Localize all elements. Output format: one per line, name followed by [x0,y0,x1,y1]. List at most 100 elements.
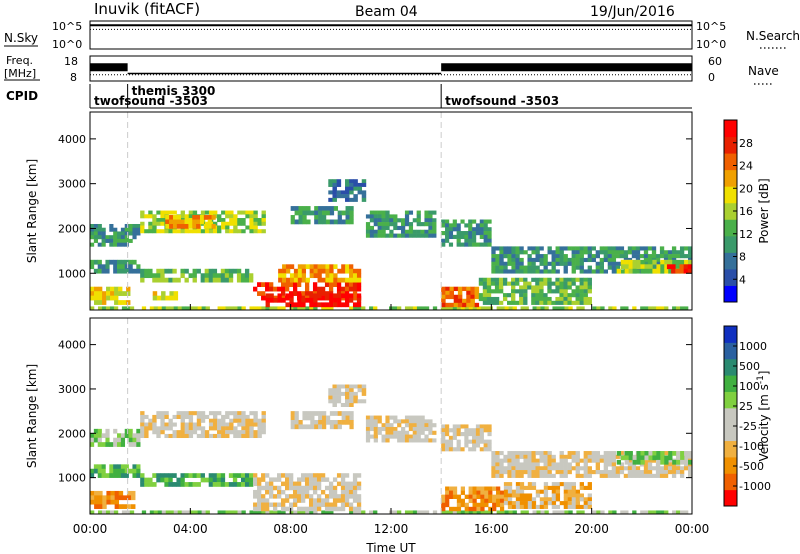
heatmap-cell [563,285,568,290]
heatmap-cell [535,458,540,463]
heatmap-cell [480,502,485,508]
heatmap-cell [507,281,512,286]
heatmap-cell [385,233,390,238]
heatmap-cell [636,264,641,270]
heatmap-cell [149,306,155,311]
heatmap-cell [539,293,544,298]
heatmap-cell [212,477,218,483]
heatmap-cell [296,494,302,499]
heatmap-cell [531,265,536,270]
heatmap-cell [487,227,492,232]
heatmap-cell [377,214,382,219]
heatmap-cell [169,219,174,225]
heatmap-cell [257,426,262,431]
heatmap-cell [169,223,174,229]
heatmap-cell [515,300,520,305]
heatmap-cell [297,268,303,274]
heatmap-cell [261,214,266,219]
heatmap-cell [488,486,493,491]
heatmap-cell [192,268,197,274]
heatmap-cell [196,422,202,427]
heatmap-cell [325,293,330,299]
heatmap-cell [173,295,179,301]
heatmap-cell [118,490,124,496]
heatmap-cell [333,419,338,425]
heatmap-cell [128,268,133,274]
heatmap-cell [628,455,633,461]
heatmap-cell [244,482,250,487]
heatmap-cell [575,296,580,302]
heatmap-cell [185,306,190,311]
heatmap-cell [476,506,481,512]
heatmap-cell [301,273,307,279]
heatmap-cell [261,473,266,478]
heatmap-cell [345,219,350,225]
heatmap-cell [583,277,588,282]
heatmap-cell [679,268,684,274]
heatmap-cell [519,285,524,290]
heatmap-cell [448,234,454,240]
heatmap-cell [675,250,681,255]
heatmap-cell [385,438,390,443]
heatmap-cell [687,246,693,251]
heatmap-cell [563,300,568,305]
heatmap-cell [101,473,106,478]
heatmap-cell [623,466,629,471]
heatmap-cell [491,246,496,251]
heatmap-cell [305,277,310,283]
heatmap-cell [312,498,318,503]
nsky-series [90,24,692,30]
heatmap-cell [257,481,262,487]
heatmap-cell [511,293,516,298]
heatmap-cell [559,454,564,459]
heatmap-cell [523,497,529,502]
heatmap-cell [284,473,290,478]
heatmap-cell [233,510,238,515]
heatmap-cell [184,214,190,219]
heatmap-cell [188,430,194,435]
heatmap-cell [671,254,677,259]
heatmap-cell [587,281,592,286]
heatmap-cell [663,254,669,259]
heatmap-cell [325,302,330,308]
heatmap-cell [468,306,474,311]
heatmap-cell [224,273,230,279]
heatmap-cell [306,411,311,416]
heatmap-cell [401,229,406,234]
heatmap-cell [229,229,234,234]
heatmap-cell [612,510,617,515]
heatmap-cell [607,257,613,263]
heatmap-cell [220,268,226,274]
heatmap-cell [221,510,226,515]
heatmap-cell [656,455,661,461]
heatmap-cell [456,506,462,512]
heatmap-cell [535,489,541,494]
heatmap-cell [301,268,307,274]
heatmap-cell [333,277,338,283]
heatmap-cell [479,242,484,247]
heatmap-cell [393,233,398,238]
heatmap-cell [515,501,521,506]
heatmap-cell [535,246,540,251]
heatmap-cell [345,402,350,407]
heatmap-cell [551,300,556,305]
heatmap-cell [466,286,471,292]
heatmap-cell [304,282,310,288]
heatmap-cell [93,227,99,232]
heatmap-cell [486,289,492,294]
heatmap-cell [131,490,136,496]
heatmap-cell [515,493,521,498]
heatmap-cell [301,277,307,283]
heatmap-cell [615,261,621,266]
heatmap-cell [381,229,386,234]
heatmap-cell [269,510,274,515]
heatmap-cell [479,432,484,437]
heatmap-cell [603,254,609,259]
power-colorbar-label: Power [dB] [757,178,771,243]
heatmap-cell [90,510,95,515]
heatmap-cell [118,504,124,509]
heatmap-cell [575,454,580,459]
heatmap-cell [332,179,337,184]
heatmap-cell [212,268,218,274]
